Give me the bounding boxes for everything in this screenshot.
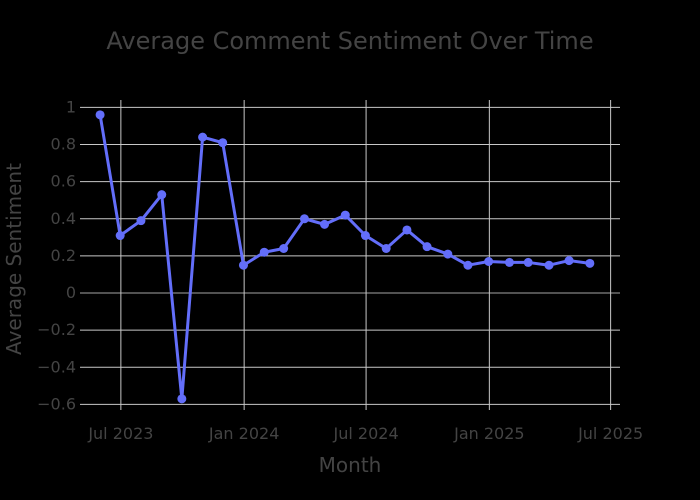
chart-title: Average Comment Sentiment Over Time xyxy=(106,27,593,55)
y-tick-label: −0.2 xyxy=(37,320,76,339)
tick-layer: 1 0.8 0.6 0.4 0.2 0 −0.2 −0.4 −0.6 Jul 2023 Jan 20… xyxy=(37,97,643,443)
y-tick-label: 1 xyxy=(66,97,76,116)
x-tick-label: Jan 2024 xyxy=(208,424,279,443)
x-tick-label: Jul 2024 xyxy=(333,424,399,443)
y-tick-label: −0.6 xyxy=(37,394,76,413)
data-point[interactable] xyxy=(523,257,533,267)
y-tick-label: 0 xyxy=(66,283,76,302)
data-point[interactable] xyxy=(381,244,391,254)
data-point[interactable] xyxy=(177,394,187,404)
y-tick-label: 0.4 xyxy=(51,209,76,228)
y-axis-title: Average Sentiment xyxy=(2,163,26,355)
data-point[interactable] xyxy=(95,110,105,120)
x-tick-label: Jul 2023 xyxy=(87,424,153,443)
series-layer xyxy=(95,110,595,404)
data-point[interactable] xyxy=(544,260,554,270)
data-point[interactable] xyxy=(340,210,350,220)
data-point[interactable] xyxy=(136,216,146,226)
data-point[interactable] xyxy=(402,225,412,235)
data-point[interactable] xyxy=(115,231,125,241)
y-tick-label: 0.2 xyxy=(51,246,76,265)
data-point[interactable] xyxy=(443,249,453,259)
data-point[interactable] xyxy=(299,214,309,224)
data-point[interactable] xyxy=(585,258,595,268)
y-tick-label: 0.6 xyxy=(51,172,76,191)
data-point[interactable] xyxy=(463,260,473,270)
y-tick-label: −0.4 xyxy=(37,357,76,376)
data-point[interactable] xyxy=(198,132,208,142)
x-axis-title: Month xyxy=(319,453,382,477)
grid-layer xyxy=(80,100,620,410)
x-tick-label: Jul 2025 xyxy=(577,424,643,443)
data-point[interactable] xyxy=(320,219,330,229)
data-point[interactable] xyxy=(422,242,432,252)
data-point[interactable] xyxy=(564,256,574,266)
y-tick-label: 0.8 xyxy=(51,135,76,154)
data-point[interactable] xyxy=(157,190,167,200)
data-point[interactable] xyxy=(259,247,269,257)
data-point[interactable] xyxy=(360,231,370,241)
x-tick-label: Jan 2025 xyxy=(453,424,524,443)
data-point[interactable] xyxy=(279,244,289,254)
data-point[interactable] xyxy=(484,256,494,266)
data-point[interactable] xyxy=(238,260,248,270)
data-point[interactable] xyxy=(218,138,228,148)
data-point[interactable] xyxy=(504,257,514,267)
